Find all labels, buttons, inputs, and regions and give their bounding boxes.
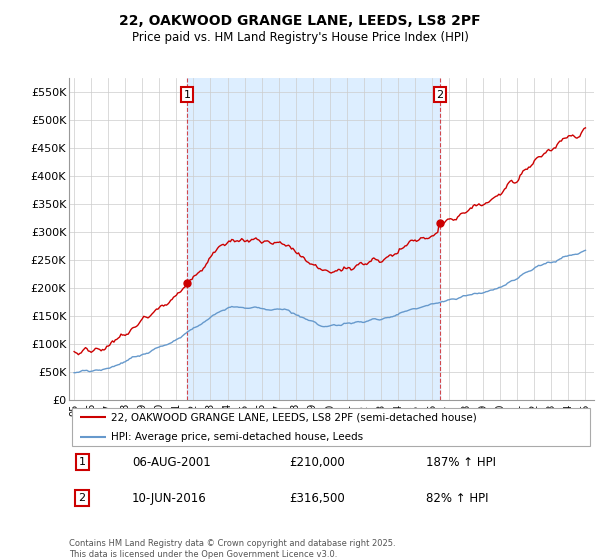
Text: 22, OAKWOOD GRANGE LANE, LEEDS, LS8 2PF (semi-detached house): 22, OAKWOOD GRANGE LANE, LEEDS, LS8 2PF … <box>111 412 477 422</box>
Text: Price paid vs. HM Land Registry's House Price Index (HPI): Price paid vs. HM Land Registry's House … <box>131 31 469 44</box>
Text: 82% ↑ HPI: 82% ↑ HPI <box>426 492 488 505</box>
Text: Contains HM Land Registry data © Crown copyright and database right 2025.
This d: Contains HM Land Registry data © Crown c… <box>69 539 395 559</box>
Text: 10-JUN-2016: 10-JUN-2016 <box>132 492 207 505</box>
Text: 2: 2 <box>79 493 86 503</box>
Text: 06-AUG-2001: 06-AUG-2001 <box>132 456 211 469</box>
Text: 22, OAKWOOD GRANGE LANE, LEEDS, LS8 2PF: 22, OAKWOOD GRANGE LANE, LEEDS, LS8 2PF <box>119 14 481 28</box>
Text: 187% ↑ HPI: 187% ↑ HPI <box>426 456 496 469</box>
Text: 1: 1 <box>184 90 191 100</box>
Text: £316,500: £316,500 <box>290 492 345 505</box>
Bar <box>187 78 440 400</box>
FancyBboxPatch shape <box>71 408 590 446</box>
Text: £210,000: £210,000 <box>290 456 345 469</box>
Text: HPI: Average price, semi-detached house, Leeds: HPI: Average price, semi-detached house,… <box>111 432 363 442</box>
Text: 2: 2 <box>436 90 443 100</box>
Text: 1: 1 <box>79 457 86 467</box>
